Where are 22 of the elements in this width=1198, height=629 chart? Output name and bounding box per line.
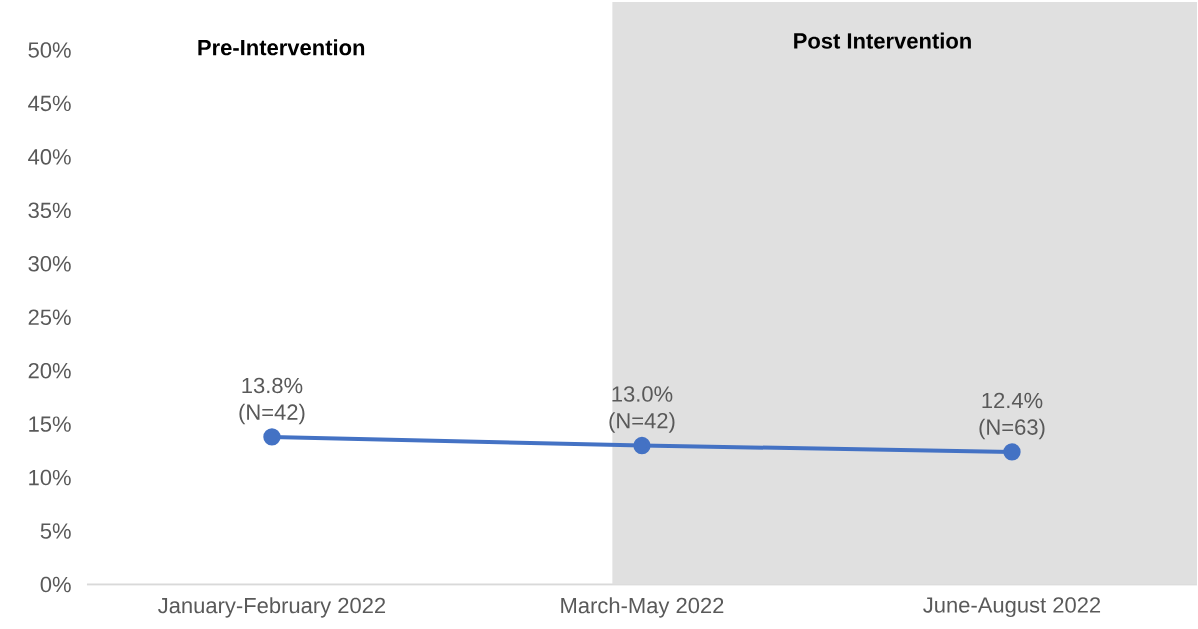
x-tick-label: March-May 2022 (561, 596, 724, 618)
data-label: 13.0% (N=42) (609, 386, 675, 433)
annotation: Pre-Intervention (198, 39, 365, 56)
y-tick-label: 20% (28, 362, 71, 379)
point (633, 436, 651, 454)
data-label: 12.4% (N=63) (979, 392, 1045, 440)
y-tick-label: 10% (29, 469, 71, 486)
x-tick-label: January-February 2022 (158, 596, 386, 618)
band-label: Post Intervention (794, 32, 971, 49)
y-tick-label: 35% (28, 202, 71, 218)
data-label: 13.8% (N=42) (239, 377, 305, 425)
y-tick-label: 45% (28, 95, 71, 111)
y-tick-label: 40% (28, 148, 71, 165)
y-tick-label: 25% (28, 309, 71, 325)
point (263, 428, 281, 446)
y-tick-label: 50% (28, 41, 71, 58)
y-tick-label: 30% (28, 255, 71, 272)
y-tick-label: 0% (40, 576, 71, 593)
y-tick-label: 5% (40, 523, 71, 539)
x-tick-label: June-August 2022 (923, 596, 1101, 617)
y-tick-label: 15% (29, 416, 71, 432)
point (1003, 443, 1021, 461)
